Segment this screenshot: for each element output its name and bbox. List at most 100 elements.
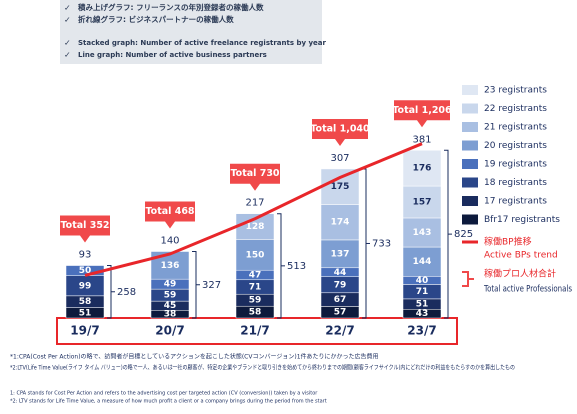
- bar-segment: [402, 246, 442, 277]
- footnote: *2: LTV stands for Life Time Value, a me…: [10, 399, 327, 405]
- total-label: 825: [454, 229, 473, 240]
- segment-label: 51: [416, 300, 429, 310]
- segment-label: 58: [79, 297, 92, 307]
- footnote: *2:LTV(Life Time Value(ライフ タイム バリュー)の略で一…: [10, 364, 515, 372]
- segment-label: 71: [249, 282, 262, 292]
- x-tick-label: 23/7: [407, 324, 436, 338]
- line-value-label: 381: [412, 134, 431, 145]
- check: ✓: [64, 16, 71, 25]
- bar-segment: [235, 239, 275, 271]
- segment-label: 47: [249, 270, 262, 280]
- header-note: 折れ線グラフ: ビジネスパートナーの稼働人数: [78, 14, 234, 24]
- total-bracket: [444, 149, 449, 319]
- header-note: Stacked graph: Number of active freelanc…: [78, 39, 326, 47]
- line-value-label: 93: [79, 250, 92, 261]
- check: ✓: [64, 4, 71, 13]
- segment-label: 38: [164, 310, 177, 320]
- legend-swatch: [462, 214, 478, 225]
- legend-swatch: [462, 177, 478, 188]
- bar-segment: [320, 168, 360, 205]
- x-tick-label: 21/7: [240, 324, 269, 338]
- footnote: 1: CPA stands for Cost Per Action and re…: [10, 391, 318, 397]
- segment-label: 136: [161, 261, 180, 271]
- total-label: 733: [372, 238, 391, 249]
- segment-label: 49: [164, 280, 177, 290]
- bar-segment: [402, 217, 442, 248]
- bar-segment: [320, 239, 360, 269]
- segment-label: 79: [334, 280, 347, 290]
- bar-segment: [402, 150, 442, 187]
- line-value-label: 307: [330, 153, 349, 164]
- segment-label: 176: [413, 164, 432, 174]
- legend-label: Active BPs trend: [484, 251, 558, 261]
- legend-bracket: [462, 271, 474, 287]
- callout: [394, 100, 450, 128]
- callout: [312, 118, 368, 146]
- legend-label: 稼働プロ人材合計: [484, 268, 556, 280]
- legend-label: 21 registrants: [484, 123, 547, 133]
- header-note: 積み上げグラフ: フリーランスの年別登録者の稼働人数: [77, 2, 264, 12]
- total-bracket: [362, 168, 367, 319]
- header-box: [60, 0, 322, 64]
- callout: [230, 163, 280, 191]
- legend-label: 20 registrants: [484, 141, 547, 151]
- segment-label: 51: [79, 308, 92, 318]
- segment-label: 57: [334, 308, 347, 318]
- total-label: 513: [287, 261, 306, 272]
- total-bracket: [107, 265, 112, 319]
- legend-swatch: [462, 122, 478, 132]
- x-tick-label: 22/7: [325, 324, 354, 338]
- footnote: *1:CPA(Cost Per Action)の略で、訪問者が目標としているアク…: [10, 353, 379, 361]
- segment-label: 40: [416, 276, 429, 286]
- callout-label: Total 730: [230, 168, 279, 179]
- callout-label: Total 1,040: [310, 123, 370, 134]
- legend-label: 23 registrants: [484, 86, 547, 96]
- trend-line: [84, 142, 423, 277]
- total-label: 327: [202, 280, 221, 291]
- segment-label: 59: [249, 296, 262, 306]
- legend-label: Total active Professionals: [483, 285, 572, 295]
- legend-swatch: [462, 159, 478, 169]
- callout: [145, 201, 195, 229]
- segment-label: 137: [331, 249, 350, 259]
- legend-label: 18 registrants: [484, 178, 547, 188]
- total-label: 258: [117, 287, 136, 298]
- segment-label: 175: [331, 182, 350, 192]
- callout-label: Total 468: [145, 206, 194, 217]
- legend-label: Bfr17 registrants: [484, 215, 560, 225]
- segment-label: 99: [79, 281, 92, 291]
- segment-label: 150: [246, 250, 265, 260]
- segment-label: 174: [331, 218, 350, 228]
- segment-label: 43: [416, 309, 429, 319]
- segment-label: 44: [334, 268, 347, 278]
- segment-label: 59: [164, 291, 177, 301]
- x-tick-label: 19/7: [70, 324, 99, 338]
- segment-label: 50: [79, 266, 92, 276]
- header-note: Line graph: Number of active business pa…: [78, 51, 267, 59]
- check: ✓: [64, 51, 71, 60]
- total-bracket: [277, 213, 282, 319]
- segment-label: 143: [413, 228, 432, 238]
- callout-label: Total 1,206: [392, 105, 452, 116]
- segment-label: 157: [413, 197, 432, 207]
- legend-swatch: [462, 140, 478, 151]
- segment-label: 144: [413, 257, 432, 267]
- segment-label: 128: [246, 222, 265, 232]
- legend-swatch: [462, 85, 478, 95]
- check: ✓: [64, 39, 71, 48]
- segment-label: 58: [249, 308, 262, 318]
- bar-segment: [402, 185, 442, 219]
- legend-label: 稼働BP推移: [484, 236, 532, 248]
- callout-label: Total 352: [60, 220, 109, 231]
- segment-label: 67: [334, 295, 347, 305]
- total-bracket: [192, 251, 197, 319]
- segment-label: 71: [416, 287, 429, 297]
- line-value-label: 140: [160, 236, 179, 247]
- x-tick-label: 20/7: [155, 324, 184, 338]
- line-value-label: 217: [245, 198, 264, 209]
- callout: [60, 215, 110, 243]
- legend-swatch: [462, 103, 478, 114]
- segment-label: 45: [164, 301, 177, 311]
- legend-label: 22 registrants: [484, 104, 547, 114]
